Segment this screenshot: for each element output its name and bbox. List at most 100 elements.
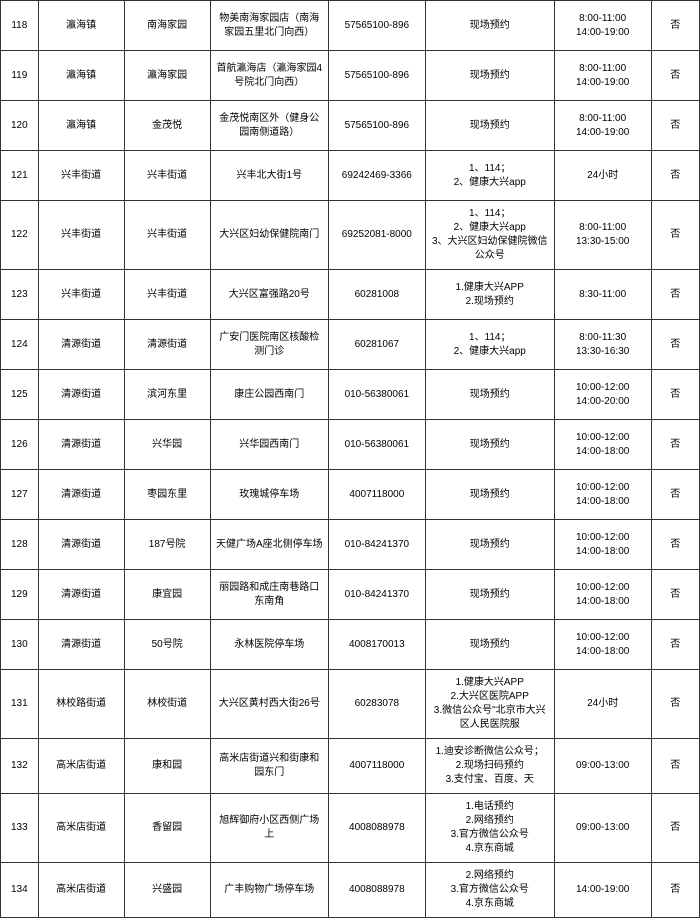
cell-phone: 4007118000	[328, 739, 425, 794]
cell-name: 兴盛园	[124, 863, 210, 918]
cell-addr: 大兴区富强路20号	[210, 270, 328, 320]
cell-phone: 010-56380061	[328, 370, 425, 420]
cell-last: 否	[651, 520, 699, 570]
cell-town: 清源街道	[38, 470, 124, 520]
cell-town: 清源街道	[38, 370, 124, 420]
cell-last: 否	[651, 739, 699, 794]
cell-idx: 122	[1, 201, 39, 270]
table-row: 132高米店街道康和园高米店街道兴和街康和园东门40071180001.迪安诊断…	[1, 739, 700, 794]
cell-town: 兴丰街道	[38, 151, 124, 201]
cell-town: 清源街道	[38, 620, 124, 670]
cell-appoint: 1、114；2、健康大兴app	[425, 151, 554, 201]
table-row: 127清源街道枣园东里玫瑰城停车场4007118000现场预约10:00-12:…	[1, 470, 700, 520]
cell-town: 清源街道	[38, 520, 124, 570]
cell-name: 兴华园	[124, 420, 210, 470]
cell-town: 清源街道	[38, 570, 124, 620]
cell-time: 8:00-11:0014:00-19:00	[554, 101, 651, 151]
cell-time: 14:00-19:00	[554, 863, 651, 918]
cell-name: 清源街道	[124, 320, 210, 370]
cell-name: 林校街道	[124, 670, 210, 739]
cell-last: 否	[651, 270, 699, 320]
cell-phone: 4008088978	[328, 794, 425, 863]
cell-appoint: 现场预约	[425, 470, 554, 520]
cell-town: 瀛海镇	[38, 51, 124, 101]
cell-time: 09:00-13:00	[554, 739, 651, 794]
cell-addr: 玫瑰城停车场	[210, 470, 328, 520]
cell-phone: 4008170013	[328, 620, 425, 670]
cell-appoint: 1、114；2、健康大兴app3、大兴区妇幼保健院微信公众号	[425, 201, 554, 270]
cell-idx: 120	[1, 101, 39, 151]
cell-name: 兴丰街道	[124, 270, 210, 320]
table-row: 123兴丰街道兴丰街道大兴区富强路20号602810081.健康大兴APP2.现…	[1, 270, 700, 320]
cell-appoint: 1.健康大兴APP2.大兴区医院APP3.微信公众号"北京市大兴区人民医院服	[425, 670, 554, 739]
cell-last: 否	[651, 101, 699, 151]
cell-addr: 广丰购物广场停车场	[210, 863, 328, 918]
cell-name: 滨河东里	[124, 370, 210, 420]
cell-last: 否	[651, 370, 699, 420]
cell-idx: 130	[1, 620, 39, 670]
table-row: 119瀛海镇瀛海家园首航瀛海店（瀛海家园4号院北门向西）57565100-896…	[1, 51, 700, 101]
cell-appoint: 2.网络预约3.官方微信公众号4.京东商城	[425, 863, 554, 918]
cell-town: 兴丰街道	[38, 201, 124, 270]
cell-name: 兴丰街道	[124, 201, 210, 270]
cell-name: 金茂悦	[124, 101, 210, 151]
cell-time: 24小时	[554, 151, 651, 201]
table-row: 134高米店街道兴盛园广丰购物广场停车场40080889782.网络预约3.官方…	[1, 863, 700, 918]
cell-last: 否	[651, 863, 699, 918]
cell-idx: 132	[1, 739, 39, 794]
cell-town: 清源街道	[38, 420, 124, 470]
cell-appoint: 现场预约	[425, 1, 554, 51]
cell-time: 8:00-11:0014:00-19:00	[554, 51, 651, 101]
cell-addr: 物美南海家园店（南海家园五里北门向西）	[210, 1, 328, 51]
cell-appoint: 现场预约	[425, 51, 554, 101]
table-row: 124清源街道清源街道广安门医院南区核酸检测门诊602810671、114；2、…	[1, 320, 700, 370]
cell-last: 否	[651, 420, 699, 470]
cell-idx: 125	[1, 370, 39, 420]
cell-addr: 永林医院停车场	[210, 620, 328, 670]
cell-phone: 69242469-3366	[328, 151, 425, 201]
cell-time: 10:00-12:0014:00-18:00	[554, 520, 651, 570]
cell-appoint: 现场预约	[425, 620, 554, 670]
table-row: 122兴丰街道兴丰街道大兴区妇幼保健院南门69252081-80001、114；…	[1, 201, 700, 270]
cell-time: 09:00-13:00	[554, 794, 651, 863]
cell-appoint: 现场预约	[425, 420, 554, 470]
table-row: 130清源街道50号院永林医院停车场4008170013现场预约10:00-12…	[1, 620, 700, 670]
cell-name: 瀛海家园	[124, 51, 210, 101]
cell-town: 清源街道	[38, 320, 124, 370]
table-row: 128清源街道187号院天健广场A座北侧停车场010-84241370现场预约1…	[1, 520, 700, 570]
table-row: 126清源街道兴华园兴华园西南门010-56380061现场预约10:00-12…	[1, 420, 700, 470]
cell-phone: 57565100-896	[328, 101, 425, 151]
cell-phone: 4008088978	[328, 863, 425, 918]
table-row: 118瀛海镇南海家园物美南海家园店（南海家园五里北门向西）57565100-89…	[1, 1, 700, 51]
cell-addr: 大兴区黄村西大街26号	[210, 670, 328, 739]
cell-idx: 119	[1, 51, 39, 101]
cell-last: 否	[651, 794, 699, 863]
cell-town: 兴丰街道	[38, 270, 124, 320]
cell-appoint: 现场预约	[425, 101, 554, 151]
cell-name: 兴丰街道	[124, 151, 210, 201]
data-table: 118瀛海镇南海家园物美南海家园店（南海家园五里北门向西）57565100-89…	[0, 0, 700, 918]
cell-town: 高米店街道	[38, 739, 124, 794]
cell-idx: 129	[1, 570, 39, 620]
cell-time: 24小时	[554, 670, 651, 739]
cell-last: 否	[651, 51, 699, 101]
cell-name: 50号院	[124, 620, 210, 670]
cell-phone: 69252081-8000	[328, 201, 425, 270]
cell-phone: 010-84241370	[328, 520, 425, 570]
cell-appoint: 现场预约	[425, 570, 554, 620]
cell-time: 8:00-11:0014:00-19:00	[554, 1, 651, 51]
cell-town: 高米店街道	[38, 794, 124, 863]
cell-addr: 广安门医院南区核酸检测门诊	[210, 320, 328, 370]
cell-last: 否	[651, 470, 699, 520]
cell-phone: 60281008	[328, 270, 425, 320]
cell-time: 8:00-11:0013:30-15:00	[554, 201, 651, 270]
cell-time: 10:00-12:0014:00-20:00	[554, 370, 651, 420]
table-body: 118瀛海镇南海家园物美南海家园店（南海家园五里北门向西）57565100-89…	[1, 1, 700, 918]
cell-addr: 兴丰北大街1号	[210, 151, 328, 201]
cell-idx: 131	[1, 670, 39, 739]
cell-appoint: 1.电话预约2.网络预约3.官方微信公众号4.京东商城	[425, 794, 554, 863]
cell-addr: 丽园路和成庄南巷路口东南角	[210, 570, 328, 620]
cell-idx: 121	[1, 151, 39, 201]
cell-idx: 128	[1, 520, 39, 570]
cell-addr: 兴华园西南门	[210, 420, 328, 470]
